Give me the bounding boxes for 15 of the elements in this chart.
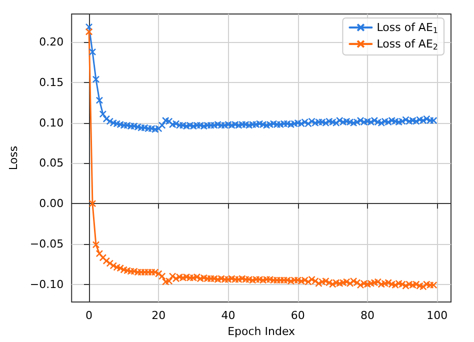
y-tick-label: −0.05 [30, 237, 64, 250]
y-axis-title: Loss [7, 146, 20, 170]
x-tick-label: 60 [290, 309, 305, 322]
y-tick-label: 0.15 [39, 76, 64, 90]
x-tick-label: 100 [426, 309, 448, 322]
x-tick-label: 80 [360, 309, 374, 322]
y-tick-label: −0.10 [30, 278, 64, 291]
x-tick-label: 20 [152, 309, 166, 322]
y-tick-label: 0.20 [39, 36, 64, 49]
y-tick-label: 0.05 [39, 156, 64, 170]
x-tick-label: 0 [86, 309, 93, 322]
y-tick-label: 0.10 [39, 116, 64, 130]
x-tick-label: 40 [221, 309, 236, 322]
x-axis-title: Epoch Index [228, 324, 296, 338]
y-tick-label: 0.00 [39, 197, 64, 210]
